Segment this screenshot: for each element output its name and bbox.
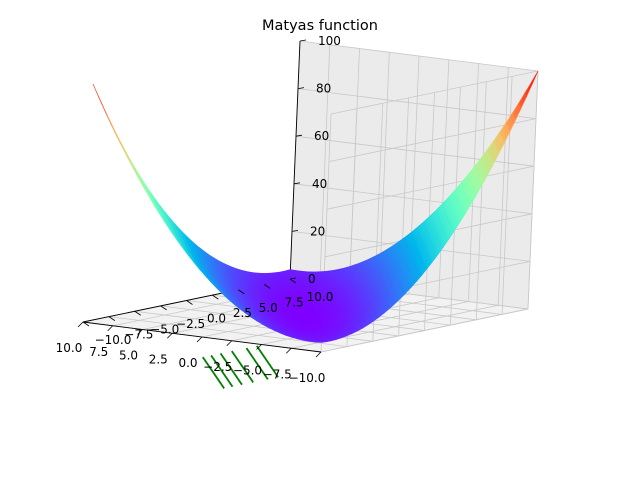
contour-line [210, 354, 234, 388]
z-tick [299, 39, 307, 42]
z-tick-label: 40 [312, 177, 327, 191]
x-tick [226, 340, 233, 347]
contour-line [256, 345, 279, 378]
x-tick [285, 347, 292, 354]
y-tick [134, 310, 141, 316]
z-tick-label: 80 [316, 82, 331, 96]
z-tick [297, 87, 305, 89]
z-tick [289, 277, 297, 280]
axis-ticks: −10.0−7.5−5.0−2.50.02.55.07.510.0−10.0−7… [56, 34, 341, 385]
contour-line [245, 347, 269, 380]
surface-facet [525, 70, 539, 95]
contour-line [231, 350, 254, 383]
grid-line-z [297, 88, 537, 162]
x-tick-label: 5.0 [119, 349, 138, 363]
x-tick [137, 329, 143, 335]
z-tick [295, 134, 303, 137]
grid-line-z [295, 135, 535, 210]
x-tick-label: 7.5 [89, 345, 108, 359]
x-tick [196, 336, 203, 343]
x-tick [315, 351, 322, 358]
x-tick-label: 10.0 [56, 341, 83, 355]
z-tick [291, 230, 299, 232]
y-tick-label: −5.0 [150, 322, 179, 336]
y-tick-label: −7.5 [124, 328, 153, 342]
x-tick-label: −10.0 [289, 371, 326, 385]
y-tick-label: 0.0 [207, 312, 226, 326]
y-tick-label: 10.0 [307, 290, 334, 304]
x-tick-label: −2.5 [203, 360, 232, 374]
x-tick-label: 2.5 [149, 352, 168, 366]
y-tick-label: 7.5 [285, 295, 304, 309]
y-tick [82, 321, 90, 327]
z-tick-label: 20 [310, 224, 325, 238]
x-tick [166, 332, 173, 339]
z-tick-label: 100 [318, 34, 341, 48]
z-tick-label: 0 [308, 272, 316, 286]
y-tick-label: −10.0 [95, 333, 132, 347]
z-tick-label: 60 [314, 129, 329, 143]
x-tick [77, 321, 84, 328]
x-tick-label: −5.0 [233, 364, 262, 378]
y-tick [238, 289, 245, 295]
contour-line [219, 352, 243, 386]
contour-projection [202, 345, 279, 389]
y-tick-label: −2.5 [176, 317, 205, 331]
x-tick-label: −7.5 [263, 367, 292, 381]
contour-line [202, 356, 225, 389]
chart-title: Matyas function [262, 18, 378, 34]
y-tick [160, 305, 167, 311]
grid-line-z [293, 183, 533, 258]
x-tick-label: 0.0 [178, 356, 197, 370]
z-axis-line [289, 40, 301, 280]
surface-plot [92, 70, 539, 343]
y-tick [212, 294, 219, 300]
x-tick [107, 325, 114, 332]
y-tick [263, 284, 271, 289]
z-tick [293, 182, 301, 185]
y-tick [186, 300, 193, 305]
y-tick [108, 316, 116, 321]
y-tick-label: 2.5 [233, 306, 252, 320]
y-tick [289, 278, 297, 284]
x-tick [256, 344, 262, 350]
y-tick-label: 5.0 [259, 301, 278, 315]
